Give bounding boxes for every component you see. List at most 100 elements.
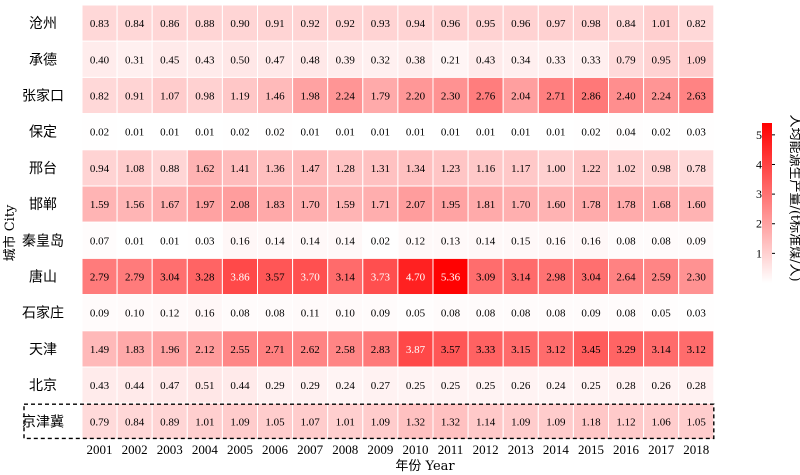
cell-value: 0.95	[652, 54, 672, 66]
cell-value: 0.09	[581, 308, 601, 320]
cell-value: 0.02	[230, 127, 249, 139]
heatmap-cell	[678, 149, 715, 187]
cell-value: 0.01	[406, 127, 425, 139]
cell-value: 0.08	[230, 308, 250, 320]
cell-value: 1.96	[160, 344, 180, 356]
cell-value: 1.78	[581, 199, 601, 211]
cell-value: 3.73	[371, 272, 391, 284]
cell-value: 0.16	[581, 235, 601, 247]
cell-value: 0.78	[687, 163, 707, 175]
heatmap-cell	[608, 257, 645, 296]
heatmap-cell	[362, 40, 399, 78]
cell-value: 0.79	[616, 54, 636, 66]
heatmap-cell	[397, 113, 434, 151]
year-label: 2017	[648, 442, 675, 457]
cell-value: 1.23	[441, 163, 461, 175]
cell-value: 1.01	[652, 18, 671, 30]
heatmap-cell	[678, 330, 715, 368]
cell-value: 0.01	[371, 127, 390, 139]
heatmap-cell	[292, 185, 329, 223]
cell-value: 2.55	[230, 344, 250, 356]
heatmap-cell	[221, 40, 258, 78]
cell-value: 0.09	[90, 308, 110, 320]
heatmap-cell	[327, 4, 364, 42]
heatmap-cell	[116, 257, 153, 296]
cell-value: 1.56	[125, 199, 145, 211]
heatmap-cell	[432, 330, 469, 368]
heatmap-cell	[643, 257, 680, 296]
heatmap-cell	[608, 366, 645, 404]
cell-value: 0.01	[441, 127, 460, 139]
cell-value: 0.10	[336, 308, 356, 320]
cell-value: 0.91	[125, 91, 144, 103]
heatmap-cell	[643, 185, 680, 223]
year-label: 2007	[297, 442, 324, 457]
cell-value: 2.79	[125, 272, 145, 284]
heatmap-cell	[81, 40, 118, 78]
cell-value: 1.12	[616, 416, 635, 428]
cell-value: 0.40	[90, 54, 110, 66]
cell-value: 0.50	[230, 54, 250, 66]
heatmap-cell	[643, 4, 680, 42]
cell-value: 0.26	[652, 380, 672, 392]
cell-value: 0.28	[687, 380, 707, 392]
row-label: 石家庄	[22, 305, 64, 322]
heatmap-cell	[502, 257, 539, 296]
cell-value: 1.32	[406, 416, 425, 428]
heatmap-cell	[467, 113, 504, 151]
heatmap-cell	[537, 402, 574, 440]
cell-value: 1.22	[581, 163, 600, 175]
cell-value: 0.01	[125, 235, 144, 247]
heatmap-cell	[537, 221, 574, 259]
cell-value: 1.18	[581, 416, 601, 428]
heatmap-cell	[292, 294, 329, 332]
heatmap-cell	[397, 402, 434, 440]
cell-value: 0.25	[406, 380, 426, 392]
cell-value: 1.05	[265, 416, 285, 428]
heatmap-cell	[608, 4, 645, 42]
cell-value: 1.98	[301, 91, 321, 103]
cell-value: 0.01	[125, 127, 144, 139]
cell-value: 0.43	[90, 380, 110, 392]
cell-value: 1.09	[371, 416, 391, 428]
heatmap-cell	[151, 149, 188, 187]
colorbar-tick-label: 5	[756, 128, 762, 142]
cell-value: 1.71	[371, 199, 390, 211]
heatmap-cells: 0.83 0.84 0.86 0.88 0.90 0.91 0.92 0.92 0.93 0.94…	[81, 4, 715, 440]
cell-value: 3.86	[230, 272, 250, 284]
heatmap-cell	[292, 149, 329, 187]
heatmap-cell	[678, 40, 715, 78]
cell-value: 0.47	[160, 380, 180, 392]
heatmap-cell	[572, 113, 610, 151]
cell-value: 0.08	[265, 308, 285, 320]
cell-value: 0.13	[441, 235, 461, 247]
cell-value: 0.12	[406, 235, 425, 247]
cell-value: 0.28	[616, 380, 636, 392]
cell-value: 0.96	[441, 18, 461, 30]
cell-value: 0.02	[581, 127, 600, 139]
cell-value: 1.47	[301, 163, 321, 175]
heatmap-cell	[221, 149, 258, 187]
heatmap-cell	[116, 402, 153, 440]
cell-value: 0.01	[160, 127, 179, 139]
heatmap-cell	[186, 149, 223, 187]
heatmap-cell	[643, 294, 680, 332]
heatmap-cell	[608, 402, 645, 440]
heatmap-cell	[537, 76, 574, 115]
colorbar-gradient	[762, 123, 772, 283]
cell-value: 0.43	[195, 54, 215, 66]
heatmap-cell	[643, 366, 680, 404]
year-label: 2014	[543, 442, 570, 457]
heatmap-cell	[186, 40, 223, 78]
cell-value: 1.41	[230, 163, 249, 175]
cell-value: 0.04	[616, 127, 636, 139]
heatmap-cell	[186, 330, 223, 368]
heatmap-cell	[432, 221, 469, 259]
cell-value: 1.08	[125, 163, 145, 175]
heatmap-cell	[362, 185, 399, 223]
cell-value: 0.27	[371, 380, 391, 392]
cell-value: 0.26	[511, 380, 531, 392]
year-label: 2004	[192, 442, 219, 457]
heatmap-cell	[362, 366, 399, 404]
cell-value: 0.08	[511, 308, 531, 320]
